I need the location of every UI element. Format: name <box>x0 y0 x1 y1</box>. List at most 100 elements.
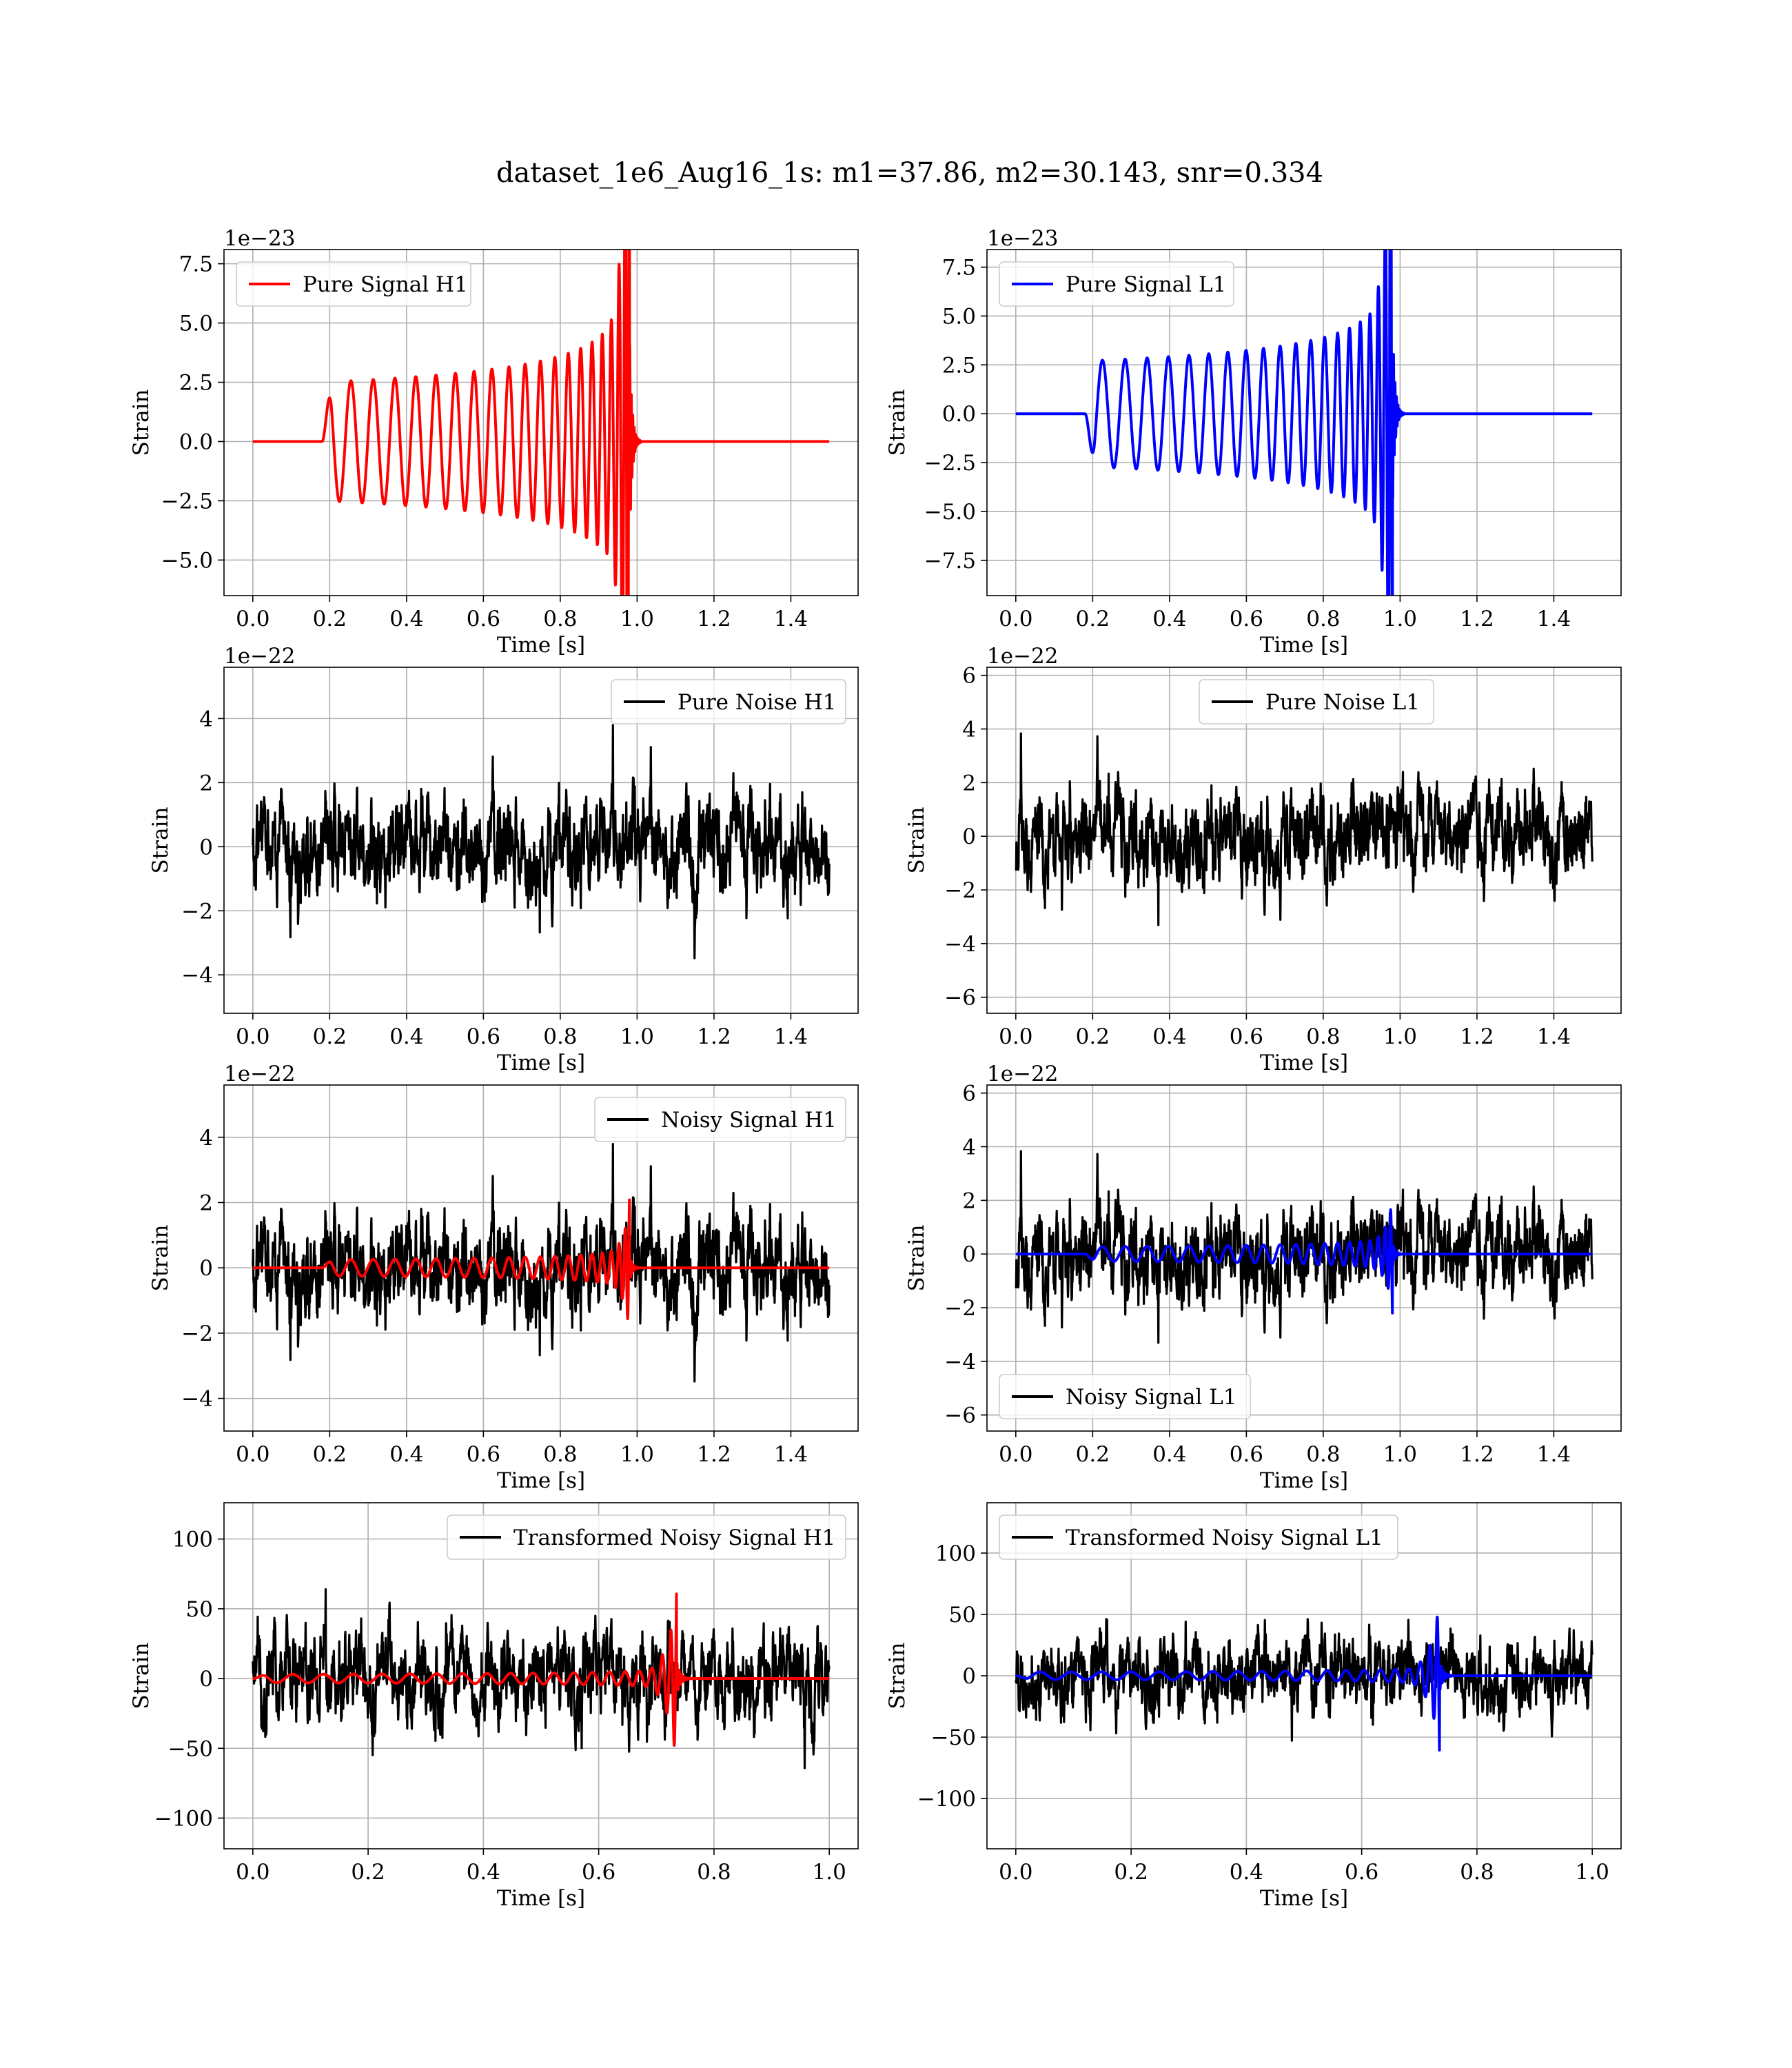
legend-box <box>999 261 1234 307</box>
x-tick-label: 0.2 <box>351 1860 385 1885</box>
legend-box <box>236 261 471 307</box>
series-line-overlay-1 <box>252 1198 831 1321</box>
series-line-transformed-noisy-signal-h1 <box>252 1588 831 1770</box>
y-axis-label: Strain <box>904 1225 929 1292</box>
subplot-noisy-signal-l1: 0.0 0.2 0.4 0.6 0.8 1.0 1.2 1.4 −6 −4 −2 0 2 4 6 Time [… <box>904 1062 1622 1493</box>
subplot-noisy-signal-h1: 0.0 0.2 0.4 0.6 0.8 1.0 1.2 1.4 −4 −2 0 2 4 Time [s] S… <box>148 1062 859 1493</box>
y-axis-label: Strain <box>148 807 173 874</box>
axes-frame <box>986 667 1622 1014</box>
axes-frame <box>223 1502 859 1849</box>
legend: Pure Noise L1 <box>1199 679 1434 724</box>
y-tick-label: −4 <box>181 963 213 988</box>
y-tick-label: 6 <box>962 664 976 689</box>
legend-label: Noisy Signal L1 <box>1066 1385 1237 1410</box>
y-tick-label: 0 <box>199 835 213 860</box>
subplot-pure-signal-h1: 0.0 0.2 0.4 0.6 0.8 1.0 1.2 1.4 −5.0 −2.5 0.0 2.5 5.… <box>129 226 859 658</box>
series-line-pure-noise-l1 <box>1015 732 1594 926</box>
series-group <box>1015 732 1594 926</box>
x-axis-label: Time [s] <box>1260 1468 1348 1493</box>
legend-box <box>447 1514 846 1560</box>
x-tick-label: 1.4 <box>1537 1442 1571 1467</box>
y-tick-label: 0.0 <box>942 402 976 427</box>
legend: Pure Signal H1 <box>236 261 471 307</box>
axes-frame <box>223 249 859 596</box>
x-axis-label: Time [s] <box>497 1468 585 1493</box>
series-line-overlay-1 <box>1015 1615 1594 1752</box>
x-axis-label: Time [s] <box>1260 1886 1348 1911</box>
legend-label: Pure Noise L1 <box>1265 690 1420 715</box>
x-axis-label: Time [s] <box>1260 1051 1348 1075</box>
series-line-overlay-1 <box>252 1592 831 1747</box>
y-tick-label: 6 <box>962 1082 976 1106</box>
x-tick-label: 0.8 <box>697 1860 731 1885</box>
x-tick-label: 0.2 <box>1076 1024 1110 1049</box>
offset-label: 1e−22 <box>224 644 296 669</box>
x-tick-label: 0.0 <box>999 607 1032 631</box>
series-group <box>252 724 831 960</box>
x-tick-label: 0.8 <box>543 1442 577 1467</box>
series-group <box>252 1143 831 1383</box>
offset-label: 1e−23 <box>987 226 1059 251</box>
axes-frame <box>986 1084 1622 1432</box>
x-tick-label: 0.6 <box>1230 607 1263 631</box>
y-tick-label: 4 <box>962 718 976 742</box>
y-tick-label: 50 <box>186 1597 213 1622</box>
x-tick-label: 1.0 <box>813 1860 846 1885</box>
x-tick-label: 1.2 <box>1460 607 1494 631</box>
y-tick-label: −2 <box>181 1321 213 1346</box>
y-tick-label: −2 <box>944 878 976 903</box>
x-tick-label: 0.0 <box>999 1860 1032 1885</box>
x-tick-label: 1.0 <box>1383 607 1417 631</box>
y-tick-label: −6 <box>944 1403 976 1428</box>
x-tick-label: 0.0 <box>999 1442 1032 1467</box>
x-tick-label: 1.4 <box>774 1442 808 1467</box>
subplots-group: 0.0 0.2 0.4 0.6 0.8 1.0 1.2 1.4 −5.0 −2.5 0.0 2.5 5.… <box>129 226 1622 1911</box>
y-tick-label: −100 <box>154 1806 213 1831</box>
x-tick-label: 0.6 <box>1345 1860 1378 1885</box>
x-tick-label: 1.0 <box>1383 1024 1417 1049</box>
series-group <box>1015 1150 1594 1344</box>
x-tick-label: 0.0 <box>236 607 269 631</box>
legend-box <box>999 1514 1398 1560</box>
x-tick-label: 0.2 <box>1076 607 1110 631</box>
figure-title: dataset_1e6_Aug16_1s: m1=37.86, m2=30.14… <box>496 157 1324 189</box>
x-tick-label: 0.8 <box>1306 607 1340 631</box>
x-tick-label: 0.2 <box>1114 1860 1148 1885</box>
series-group <box>1015 1615 1594 1752</box>
subplot-pure-noise-h1: 0.0 0.2 0.4 0.6 0.8 1.0 1.2 1.4 −4 −2 0 2 4 Time [s] S… <box>148 644 859 1075</box>
y-axis-label: Strain <box>129 1643 154 1710</box>
x-tick-label: 0.6 <box>1230 1024 1263 1049</box>
y-tick-label: −2 <box>944 1296 976 1321</box>
x-tick-label: 0.2 <box>313 1442 347 1467</box>
y-tick-label: 4 <box>199 707 213 731</box>
x-tick-label: 1.2 <box>1460 1442 1494 1467</box>
y-tick-label: 4 <box>962 1135 976 1160</box>
x-tick-label: 1.0 <box>1383 1442 1417 1467</box>
x-tick-label: 1.0 <box>1576 1860 1609 1885</box>
x-tick-label: 0.8 <box>1306 1024 1340 1049</box>
x-tick-label: 0.8 <box>1306 1442 1340 1467</box>
x-tick-label: 0.4 <box>1152 1024 1186 1049</box>
x-tick-label: 0.2 <box>1076 1442 1110 1467</box>
y-axis-label: Strain <box>129 389 154 456</box>
legend-box <box>1199 679 1434 724</box>
y-tick-label: 2 <box>962 771 976 795</box>
x-tick-label: 0.4 <box>467 1860 500 1885</box>
y-tick-label: 0 <box>962 824 976 849</box>
legend-label: Transformed Noisy Signal H1 <box>513 1525 835 1550</box>
x-tick-label: 1.2 <box>697 607 731 631</box>
x-axis-label: Time [s] <box>497 1051 585 1075</box>
y-axis-label: Strain <box>148 1225 173 1292</box>
x-tick-label: 0.2 <box>313 1024 347 1049</box>
axes-frame <box>223 1084 859 1432</box>
x-tick-label: 1.4 <box>774 607 808 631</box>
legend: Pure Noise H1 <box>611 679 846 724</box>
x-tick-label: 0.4 <box>1152 607 1186 631</box>
x-tick-label: 1.4 <box>1537 1024 1571 1049</box>
legend-box <box>611 679 846 724</box>
x-tick-label: 1.2 <box>697 1024 731 1049</box>
x-axis-label: Time [s] <box>497 1886 585 1911</box>
legend: Transformed Noisy Signal L1 <box>999 1514 1398 1560</box>
y-tick-label: 0 <box>962 1242 976 1267</box>
y-tick-label: −100 <box>917 1787 976 1812</box>
